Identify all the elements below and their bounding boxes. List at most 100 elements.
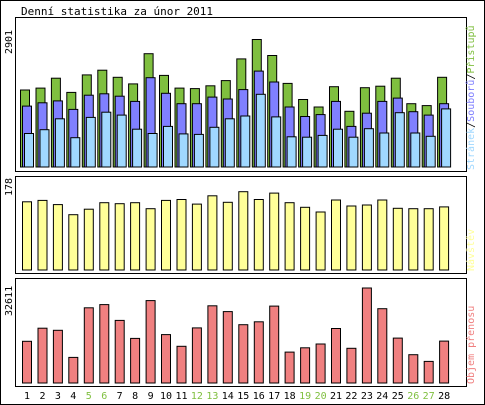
day-label: 17 — [268, 391, 280, 402]
day-label: 14 — [222, 391, 234, 402]
bar-kbytes-day-8 — [130, 337, 141, 384]
day-label: 9 — [148, 391, 154, 402]
bar-pages-day-19 — [302, 136, 313, 168]
legend-pages: Stránek — [465, 128, 477, 170]
bar-pages-day-21 — [333, 128, 343, 168]
day-label: 20 — [315, 391, 327, 402]
bar-visits-day-19 — [300, 206, 311, 271]
day-label: 6 — [101, 391, 107, 402]
day-label: 13 — [206, 391, 218, 402]
bar-pages-day-5 — [85, 116, 96, 168]
bar-visits-day-17 — [269, 192, 280, 271]
bar-visits-day-22 — [346, 205, 357, 271]
day-label: 2 — [39, 391, 45, 402]
panel-hits-files-pages: 2901 Stránek/Souborů/Přístupů — [4, 17, 477, 172]
bar-kbytes-day-11 — [176, 345, 187, 384]
bar-kbytes-day-16 — [253, 321, 264, 384]
day-label: 25 — [392, 391, 404, 402]
bar-kbytes-day-10 — [161, 334, 171, 384]
bars-visits — [22, 191, 450, 271]
day-label: 10 — [160, 391, 172, 402]
bar-kbytes-day-18 — [284, 351, 295, 384]
bar-visits-day-1 — [22, 201, 32, 271]
bar-pages-day-12 — [193, 133, 204, 168]
legend-files: Souborů — [465, 80, 477, 122]
bar-visits-day-18 — [284, 202, 295, 271]
bar-visits-day-5 — [83, 208, 94, 271]
day-label: 24 — [376, 391, 388, 402]
bar-visits-day-16 — [253, 199, 264, 271]
bar-kbytes-day-22 — [346, 347, 357, 384]
bar-visits-day-8 — [130, 202, 141, 271]
bar-kbytes-day-13 — [207, 305, 218, 384]
bar-pages-day-27 — [425, 135, 436, 168]
bar-visits-day-4 — [68, 214, 79, 271]
legend-separator: / — [466, 74, 477, 80]
bar-pages-day-6 — [101, 111, 112, 168]
bar-kbytes-day-26 — [408, 354, 419, 384]
day-label: 16 — [253, 391, 265, 402]
bar-pages-day-22 — [348, 136, 359, 168]
bar-kbytes-day-21 — [331, 328, 341, 384]
bar-visits-day-9 — [145, 208, 156, 271]
bar-pages-day-17 — [271, 116, 282, 168]
bar-visits-day-28 — [439, 206, 450, 271]
bar-visits-day-6 — [99, 202, 110, 271]
bar-kbytes-day-5 — [83, 307, 94, 384]
bar-pages-day-20 — [317, 134, 328, 168]
day-label: 22 — [345, 391, 357, 402]
bars-kbytes — [22, 287, 450, 384]
day-axis-labels: 1 2 3 4 5 6 7 8 9 10 11 12 13 14 15 16 17 18 19 20 21 22 23 24 2… — [24, 391, 450, 402]
day-label: 12 — [191, 391, 203, 402]
bar-visits-day-26 — [408, 208, 419, 271]
bar-visits-day-23 — [361, 204, 372, 271]
bar-kbytes-day-14 — [222, 311, 233, 384]
bar-kbytes-day-20 — [315, 343, 326, 384]
bar-kbytes-day-9 — [145, 300, 156, 384]
bar-pages-day-1 — [24, 133, 34, 168]
bar-pages-day-4 — [70, 137, 81, 168]
day-label: 18 — [284, 391, 296, 402]
ymax-label-visits: 178 — [4, 178, 15, 196]
legend-kbytes: Objem přenosu — [465, 306, 477, 384]
bar-pages-day-11 — [178, 133, 189, 168]
legend-hits: Přístupů — [465, 25, 477, 73]
bar-kbytes-day-3 — [52, 329, 63, 384]
bar-visits-day-12 — [191, 203, 202, 271]
day-label: 26 — [407, 391, 419, 402]
bar-kbytes-day-28 — [439, 340, 450, 384]
bar-visits-day-15 — [238, 191, 249, 271]
bar-kbytes-day-2 — [37, 327, 48, 384]
bar-pages-day-26 — [410, 132, 421, 168]
day-label: 21 — [330, 391, 342, 402]
day-label: 11 — [175, 391, 187, 402]
bar-visits-day-21 — [331, 199, 341, 271]
bar-visits-day-3 — [52, 204, 63, 271]
day-label: 5 — [86, 391, 92, 402]
bar-kbytes-day-15 — [238, 324, 249, 384]
bar-visits-day-2 — [37, 199, 48, 271]
ymax-label-kbytes: 32611 — [4, 286, 15, 316]
day-label: 8 — [132, 391, 138, 402]
bar-kbytes-day-19 — [300, 347, 311, 384]
bar-kbytes-day-25 — [392, 337, 403, 384]
bar-kbytes-day-17 — [269, 305, 280, 384]
day-label: 19 — [299, 391, 311, 402]
bar-pages-day-24 — [379, 132, 390, 168]
bar-visits-day-24 — [377, 199, 388, 271]
day-label: 27 — [423, 391, 435, 402]
bar-visits-day-7 — [114, 203, 125, 271]
bar-pages-day-13 — [209, 126, 220, 168]
bar-pages-day-25 — [394, 112, 405, 168]
bar-visits-day-27 — [423, 208, 434, 271]
panel-visits: 178 Návštěv — [4, 176, 477, 274]
day-label: 23 — [361, 391, 373, 402]
bar-kbytes-day-6 — [99, 304, 110, 384]
bar-pages-day-14 — [224, 118, 235, 168]
day-label: 3 — [55, 391, 61, 402]
bar-pages-day-3 — [54, 118, 65, 168]
chart-title: Denní statistika za únor 2011 — [21, 5, 213, 18]
day-label: 15 — [237, 391, 249, 402]
bar-kbytes-day-7 — [114, 319, 125, 384]
